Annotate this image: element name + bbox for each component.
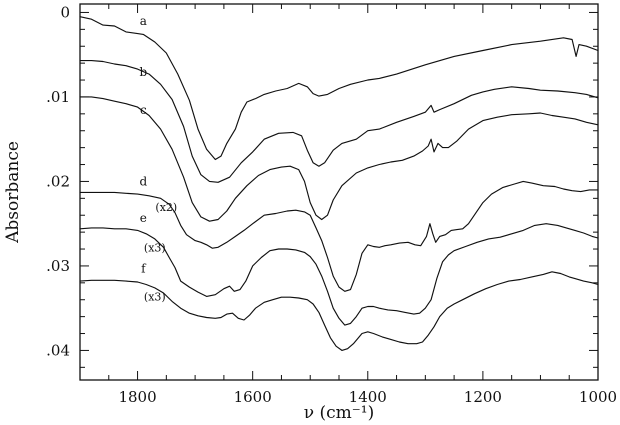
plot-frame <box>79 3 599 381</box>
x-tick-label: 1400 <box>349 388 387 406</box>
curve-label-e: e <box>140 211 147 225</box>
y-tick-label: .04 <box>46 341 70 359</box>
axis-ticks <box>79 4 599 380</box>
curve-label-c: c <box>140 103 147 117</box>
y-tick-label: .02 <box>46 172 70 190</box>
spectrum-curve-d <box>79 180 599 292</box>
x-tick-label: 1800 <box>118 388 156 406</box>
y-tick-label: .03 <box>46 257 70 275</box>
spectrum-curves <box>79 16 599 351</box>
multiplier-label-f: (x3) <box>144 291 166 304</box>
tick-labels: 1800 1600 1400 1200 1000 0 .01 .02 .03 .04 <box>46 3 617 406</box>
curve-label-a: a <box>140 14 147 28</box>
y-tick-label: .01 <box>46 88 70 106</box>
spectrum-curve-a <box>79 16 599 161</box>
x-tick-label: 1000 <box>579 388 617 406</box>
spectrum-curve-e <box>79 223 599 326</box>
curve-label-d: d <box>139 175 147 189</box>
curve-labels: a b c d (x2) e (x3) f (x3) <box>139 14 177 303</box>
x-axis-label: ν (cm⁻¹) <box>304 403 374 423</box>
y-axis-label: Absorbance <box>3 141 23 244</box>
multiplier-label-e: (x3) <box>144 242 166 255</box>
x-tick-label: 1200 <box>464 388 502 406</box>
curve-label-f: f <box>141 262 147 276</box>
spectrum-curve-f <box>79 271 599 351</box>
spectrum-curve-c <box>79 96 599 222</box>
multiplier-label-d: (x2) <box>155 201 177 214</box>
y-tick-label: 0 <box>60 3 70 21</box>
curve-label-b: b <box>139 65 147 79</box>
x-tick-label: 1600 <box>234 388 272 406</box>
spectrum-curve-b <box>79 60 599 183</box>
